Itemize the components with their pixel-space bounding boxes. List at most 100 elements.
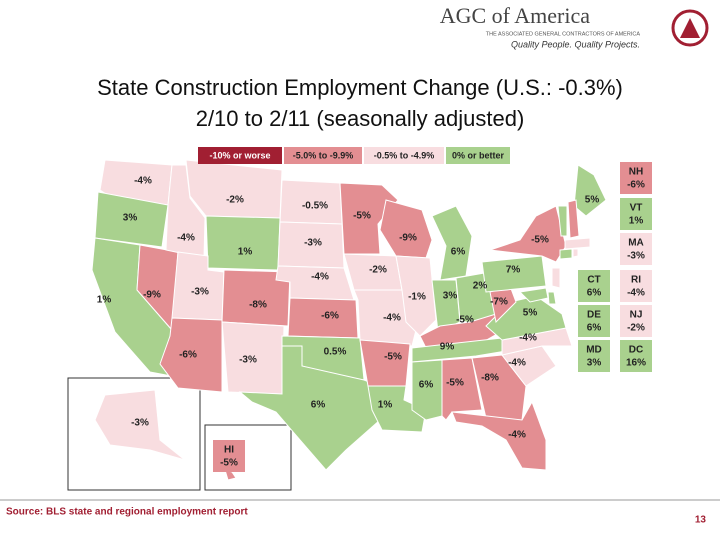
callout-box <box>620 305 652 337</box>
state-shape <box>547 291 557 305</box>
callout-box <box>620 162 652 194</box>
state-label: -9% <box>399 233 417 244</box>
state-label: -9% <box>143 290 161 301</box>
state-label: -8% <box>481 373 499 384</box>
state-shape <box>221 269 291 327</box>
state-label: -4% <box>134 176 152 187</box>
callout-code: VT <box>630 203 643 214</box>
source: Source: BLS state and regional employmen… <box>6 507 248 518</box>
state-shape <box>567 199 580 239</box>
state-label: 9% <box>440 342 455 353</box>
state-label: -4% <box>519 333 537 344</box>
map: -4% 3% 1% -9% -4% -2% 1% -3% -6% -8% -3% -0.5% -3% -4… <box>91 159 652 481</box>
callout-label: -2% <box>627 323 645 334</box>
callout-label: 16% <box>626 358 646 369</box>
state-label: -0.5% <box>302 201 328 212</box>
tagline: Quality People. Quality Projects. <box>511 39 640 49</box>
state-label: 3% <box>443 291 458 302</box>
state-label: -5% <box>384 352 402 363</box>
legend-swatch <box>198 147 282 164</box>
legend-label: -5.0% to -9.9% <box>293 150 354 160</box>
state-label: 6% <box>451 247 466 258</box>
state-shape <box>367 385 427 433</box>
state-label: -4% <box>508 430 526 441</box>
page-number: 13 <box>695 515 707 526</box>
state-label: -4% <box>508 358 526 369</box>
callout-box <box>620 233 652 265</box>
callout-code: NH <box>629 167 643 178</box>
legend-swatch <box>284 147 362 164</box>
state-shape <box>359 339 411 387</box>
legend-label: -0.5% to -4.9% <box>374 150 435 160</box>
state-shape <box>471 354 527 421</box>
state-label: -2% <box>226 195 244 206</box>
state-label: 6% <box>419 380 434 391</box>
state-label: -4% <box>383 313 401 324</box>
callout-code: DC <box>629 345 643 356</box>
callout-box <box>213 440 245 472</box>
callout-label: 6% <box>587 323 602 334</box>
state-shape <box>559 248 573 260</box>
state-shape <box>557 205 568 237</box>
state-label: 5% <box>523 308 538 319</box>
state-label: 7% <box>506 265 521 276</box>
state-label: -5% <box>446 378 464 389</box>
callout-code: DE <box>587 310 601 321</box>
legend-swatch <box>446 147 510 164</box>
state-shape <box>94 389 186 461</box>
alaska-inset <box>67 377 201 491</box>
state-shape <box>518 287 549 303</box>
state-shape <box>205 215 281 271</box>
state-label: -4% <box>311 272 329 283</box>
callout-label: 3% <box>587 358 602 369</box>
state-label: -8% <box>249 300 267 311</box>
callout-label: 6% <box>587 288 602 299</box>
state-shape <box>481 255 547 293</box>
state-shape <box>185 159 283 219</box>
state-label: 1% <box>238 247 253 258</box>
legend-swatch <box>364 147 444 164</box>
logo-subtitle: THE ASSOCIATED GENERAL CONTRACTORS OF AM… <box>486 31 641 37</box>
state-label: 5% <box>585 195 600 206</box>
state-label: -6% <box>321 311 339 322</box>
state-label: -2% <box>369 265 387 276</box>
state-label: 1% <box>97 295 112 306</box>
state-label: -3% <box>304 238 322 249</box>
callout-code: NJ <box>630 310 643 321</box>
state-label: 1% <box>378 400 393 411</box>
state-label: -5% <box>353 211 371 222</box>
state-shape <box>94 191 169 248</box>
callout-box <box>578 340 610 372</box>
state-label: 6% <box>311 400 326 411</box>
legend-label: -10% or worse <box>209 150 270 160</box>
state-label: 0.5% <box>324 347 347 358</box>
callout-label: -3% <box>627 251 645 262</box>
callout-box <box>620 198 652 230</box>
state-shape <box>564 237 591 250</box>
state-shape <box>238 345 381 471</box>
state-shape <box>573 164 607 217</box>
state-label: -3% <box>131 418 149 429</box>
subtitle: 2/10 to 2/11 (seasonally adjusted) <box>196 106 525 131</box>
callout-code: CT <box>587 275 600 286</box>
callout-box <box>578 305 610 337</box>
state-label: -5% <box>531 235 549 246</box>
logo-mark <box>680 18 700 38</box>
title: State Construction Employment Change (U.… <box>97 75 623 100</box>
logo-name: AGC of America <box>440 3 591 28</box>
state-label: -5% <box>456 315 474 326</box>
callout-box <box>578 270 610 302</box>
callout-box <box>620 270 652 302</box>
callout-code: HI <box>224 445 234 456</box>
state-shape <box>551 267 561 289</box>
state-label: -7% <box>490 297 508 308</box>
hawaii-inset <box>204 424 292 491</box>
state-label: 3% <box>123 213 138 224</box>
callout-label: 1% <box>629 216 644 227</box>
callout-code: MA <box>628 238 644 249</box>
state-label: -4% <box>177 233 195 244</box>
state-label: -3% <box>191 287 209 298</box>
state-shape <box>411 359 443 421</box>
callout-code: MD <box>586 345 602 356</box>
